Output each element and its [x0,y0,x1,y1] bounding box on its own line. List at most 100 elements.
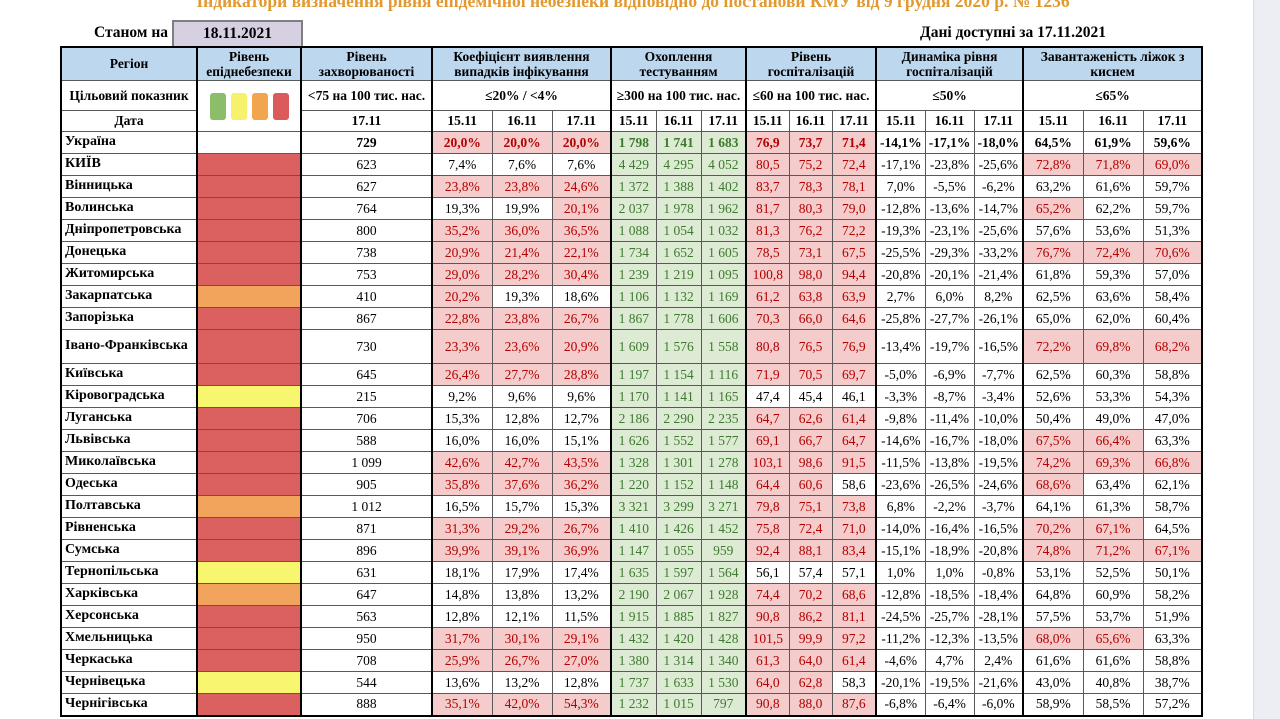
hospitalization-value: 64,7 [745,407,790,430]
beds-value: 51,3% [1142,219,1203,242]
region-name: Київська [60,363,198,386]
table-row: Луганська 706 15,3% 12,8% 12,7% 2 186 2 290 2 2… [60,407,1203,430]
detection-value: 19,3% [491,285,553,308]
testing-value: 1 402 [700,175,747,198]
target-row-label: Цільовий показник [60,80,198,111]
incidence-value: 888 [300,693,433,716]
detection-value: 16,0% [431,429,493,452]
incidence-value: 708 [300,649,433,672]
region-name: Сумська [60,539,198,562]
detection-value: 25,9% [431,649,493,672]
detection-value: 13,2% [551,583,612,606]
level-legend-cell [196,80,302,132]
epidemic-level-cell [196,561,302,584]
epidemic-level-cell [196,495,302,518]
dynamics-value: -33,2% [973,241,1024,264]
level-green-chip [209,92,226,120]
dynamics-value: -19,3% [875,219,926,242]
as-of-date: 18.11.2021 [203,25,272,42]
detection-value: 42,7% [491,451,553,474]
detection-value: 18,1% [431,561,493,584]
epidemic-level-cell [196,473,302,496]
level-yellow-chip [230,92,247,120]
page-title: Індикатори визначення рівня епідемічної … [196,0,1070,11]
detection-value: 11,5% [551,605,612,628]
dynamics-value: -12,8% [875,583,926,606]
date-cell: 16.11 [1082,110,1144,132]
beds-value: 53,1% [1022,561,1084,584]
testing-value: 1 428 [700,627,747,650]
detection-value: 26,7% [491,649,553,672]
hospitalization-value: 94,4 [831,263,877,286]
dynamics-value: -6,8% [875,693,926,716]
incidence-value: 753 [300,263,433,286]
testing-value: 3 299 [655,495,702,518]
detection-value: 54,3% [551,693,612,716]
region-name: КИЇВ [60,153,198,176]
date-cell: 16.11 [655,110,702,132]
detection-value: 23,8% [491,175,553,198]
testing-value: 1 734 [610,241,657,264]
detection-value: 20,0% [491,131,553,154]
hospitalization-value: 99,9 [788,627,833,650]
detection-value: 28,8% [551,363,612,386]
hospitalization-value: 64,6 [831,307,877,330]
dynamics-value: -2,2% [924,495,975,518]
detection-value: 30,1% [491,627,553,650]
hospitalization-value: 101,5 [745,627,790,650]
beds-value: 54,3% [1142,385,1203,408]
dynamics-value: -25,7% [924,605,975,628]
dynamics-value: -21,4% [973,263,1024,286]
table-row: Кіровоградська 215 9,2% 9,6% 9,6% 1 170 1 141 1… [60,385,1203,408]
dynamics-value: -12,8% [875,197,926,220]
dynamics-value: -3,4% [973,385,1024,408]
hospitalization-value: 47,4 [745,385,790,408]
dynamics-value: -11,4% [924,407,975,430]
dynamics-value: -18,0% [973,429,1024,452]
beds-value: 57,5% [1022,605,1084,628]
dynamics-value: -20,1% [875,671,926,694]
beds-value: 69,8% [1082,329,1144,364]
hospitalization-value: 61,4 [831,649,877,672]
beds-value: 63,4% [1082,473,1144,496]
testing-value: 1 564 [700,561,747,584]
testing-value: 2 186 [610,407,657,430]
detection-value: 12,8% [551,671,612,694]
beds-value: 68,6% [1022,473,1084,496]
region-name: Запорізька [60,307,198,330]
detection-value: 30,4% [551,263,612,286]
hospitalization-value: 64,0 [745,671,790,694]
hospitalization-value: 69,7 [831,363,877,386]
testing-value: 1 314 [655,649,702,672]
hospitalization-value: 80,3 [788,197,833,220]
hospitalization-value: 81,3 [745,219,790,242]
detection-value: 42,0% [491,693,553,716]
hospitalization-value: 88,1 [788,539,833,562]
dynamics-value: -14,6% [875,429,926,452]
hospitalization-value: 45,4 [788,385,833,408]
beds-value: 62,5% [1022,285,1084,308]
date-cell: 17.11 [551,110,612,132]
hospitalization-value: 75,1 [788,495,833,518]
beds-value: 60,3% [1082,363,1144,386]
hospitalization-value: 73,1 [788,241,833,264]
testing-value: 1 827 [700,605,747,628]
detection-value: 35,1% [431,693,493,716]
testing-value: 2 235 [700,407,747,430]
hospitalization-value: 64,7 [831,429,877,452]
epidemic-level-cell [196,407,302,430]
testing-value: 2 190 [610,583,657,606]
hospitalization-value: 98,0 [788,263,833,286]
dynamics-value: 1,0% [875,561,926,584]
hospitalization-value: 92,4 [745,539,790,562]
dynamics-value: -28,1% [973,605,1024,628]
region-name: Дніпропетровська [60,219,198,242]
dynamics-value: -23,8% [924,153,975,176]
dynamics-value: -3,7% [973,495,1024,518]
date-cell: 16.11 [788,110,833,132]
hospitalization-value: 90,8 [745,605,790,628]
date-cell: 17.11 [1142,110,1203,132]
dynamics-value: -18,4% [973,583,1024,606]
column-header-region: Регіон [60,46,198,81]
incidence-value: 563 [300,605,433,628]
